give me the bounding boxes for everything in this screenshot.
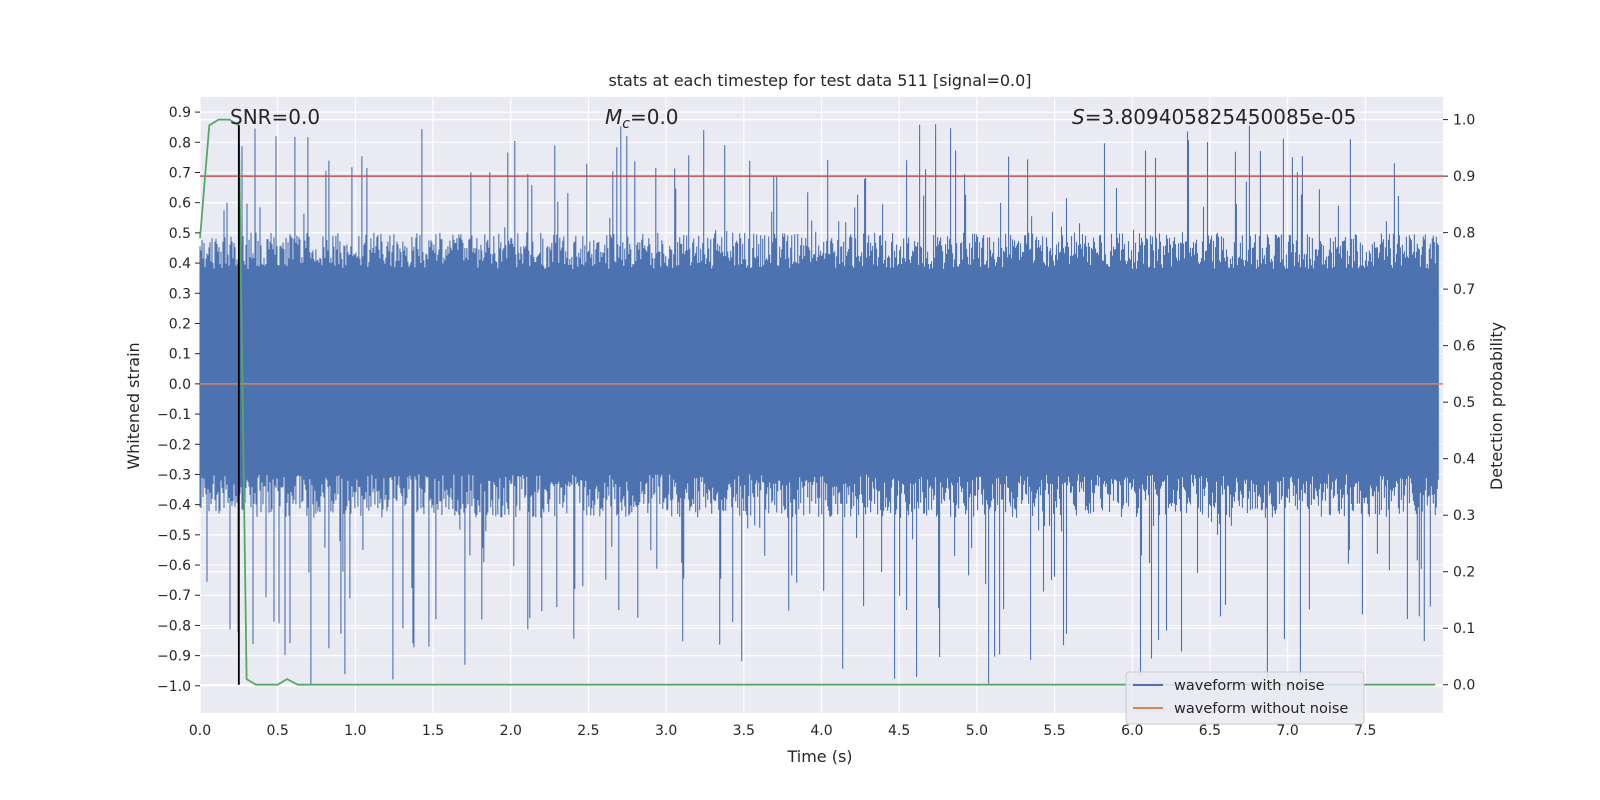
chart-title: stats at each timestep for test data 511…	[608, 71, 1031, 90]
y2-tick-label: 0.3	[1453, 508, 1475, 524]
y2-tick-label: 1.0	[1453, 113, 1475, 129]
overlays	[199, 118, 1443, 686]
x-tick-label: 5.5	[1043, 723, 1065, 739]
x-tick-label: 4.5	[888, 723, 910, 739]
x-tick-label: 7.5	[1354, 723, 1376, 739]
y2-tick-label: 0.8	[1453, 226, 1475, 242]
y2-tick-label: 0.9	[1453, 169, 1475, 185]
x-tick-label: 3.5	[733, 723, 755, 739]
y-tick-label: 0.8	[169, 135, 191, 151]
y-tick-label: −0.6	[157, 558, 191, 574]
y-tick-label: 0.7	[169, 165, 191, 181]
x-tick-label: 2.5	[577, 723, 599, 739]
y-tick-label: −0.5	[157, 528, 191, 544]
legend-label-noise: waveform with noise	[1174, 678, 1325, 694]
y-tick-label: 0.0	[169, 377, 191, 393]
y-tick-label: 0.6	[169, 196, 191, 212]
legend: waveform with noise waveform without noi…	[1125, 671, 1365, 725]
x-tick-label: 4.0	[810, 723, 832, 739]
noise-waveform-core	[200, 293, 1439, 457]
y-axis-ticks: 0.9 0.8 0.7 0.6 0.5 0.4 0.3 0.2 0.1 0.0 −0.1 −0.2 −0…	[157, 105, 200, 695]
y-tick-label: 0.9	[169, 105, 191, 121]
chirp-mass-symbol: M	[605, 105, 622, 129]
legend-box	[1125, 671, 1365, 725]
y2-tick-label: 0.1	[1453, 621, 1475, 637]
y2-tick-label: 0.4	[1453, 452, 1475, 468]
y2-axis-ticks: 1.0 0.9 0.8 0.7 0.6 0.5 0.4 0.3 0.2 0.1 0.0	[1443, 113, 1475, 694]
significance-symbol: S	[1072, 105, 1085, 129]
detection-probability-line	[199, 118, 1436, 686]
x-tick-label: 6.5	[1199, 723, 1221, 739]
y2-axis-label: Detection probability	[1487, 322, 1506, 490]
y2-tick-label: 0.7	[1453, 282, 1475, 298]
y-tick-label: 0.4	[169, 256, 191, 272]
chirp-mass-subscript: c	[622, 116, 630, 132]
y-tick-label: 0.2	[169, 316, 191, 332]
x-tick-label: 7.0	[1276, 723, 1298, 739]
x-tick-label: 2.0	[500, 723, 522, 739]
y-tick-label: −0.7	[157, 588, 191, 604]
x-tick-label: 3.0	[655, 723, 677, 739]
y2-tick-label: 0.0	[1453, 678, 1475, 694]
y-tick-label: 0.3	[169, 286, 191, 302]
significance-annotation: S=3.809405825450085e-05	[1072, 105, 1356, 129]
y-tick-label: −0.3	[157, 467, 191, 483]
waveform-with-noise-series	[199, 124, 1439, 685]
chirp-mass-value: =0.0	[630, 105, 679, 129]
y2-tick-label: 0.5	[1453, 395, 1475, 411]
x-tick-label: 6.0	[1121, 723, 1143, 739]
y-tick-label: 0.5	[169, 226, 191, 242]
y-tick-label: −0.8	[157, 618, 191, 634]
chirp-mass-annotation: Mc=0.0	[605, 105, 679, 132]
x-tick-label: 0.0	[189, 723, 211, 739]
y-tick-label: −1.0	[157, 679, 191, 695]
x-tick-label: 1.5	[422, 723, 444, 739]
y-tick-label: −0.9	[157, 649, 191, 665]
significance-value: =3.809405825450085e-05	[1085, 105, 1357, 129]
x-axis-ticks: 0.0 0.5 1.0 1.5 2.0 2.5 3.0 3.5 4.0 4.5 5.0 5.5 6.0 6…	[189, 723, 1377, 739]
y-axis-label: Whitened strain	[124, 342, 143, 469]
x-tick-label: 1.0	[344, 723, 366, 739]
y2-tick-label: 0.6	[1453, 339, 1475, 355]
x-tick-label: 5.0	[966, 723, 988, 739]
y-tick-label: 0.1	[169, 347, 191, 363]
y-tick-label: −0.4	[157, 498, 191, 514]
x-axis-label: Time (s)	[786, 747, 852, 766]
y2-tick-label: 0.2	[1453, 565, 1475, 581]
y-tick-label: −0.1	[157, 407, 191, 423]
y-tick-label: −0.2	[157, 437, 191, 453]
x-tick-label: 0.5	[267, 723, 289, 739]
legend-label-clean: waveform without noise	[1174, 701, 1348, 717]
snr-annotation: SNR=0.0	[230, 105, 320, 129]
